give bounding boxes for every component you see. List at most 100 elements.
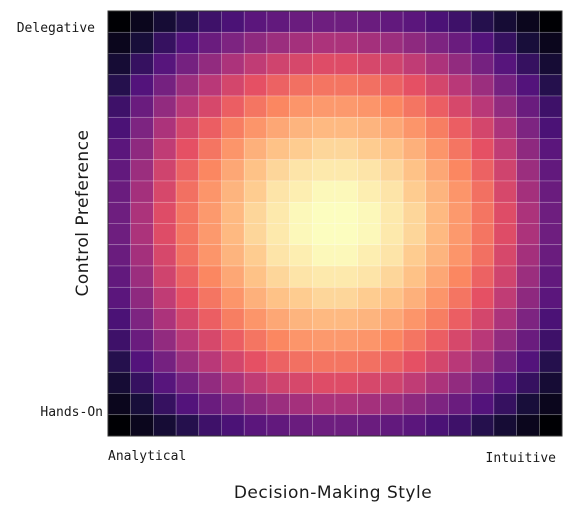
heatmap-cell-r2-c13 bbox=[402, 53, 427, 76]
heatmap-cell-r13-c5 bbox=[221, 286, 245, 309]
heatmap-cell-r12-c14 bbox=[425, 265, 449, 288]
heatmap-cell-r19-c16 bbox=[470, 414, 495, 437]
heatmap-cell-r1-c8 bbox=[289, 31, 313, 54]
heatmap-cell-r7-c10 bbox=[334, 159, 359, 182]
heatmap-cell-r12-c13 bbox=[402, 265, 427, 288]
plot-frame bbox=[107, 10, 563, 437]
heatmap-cell-r0-c12 bbox=[380, 10, 404, 33]
heatmap-cell-r19-c10 bbox=[334, 414, 359, 437]
heatmap-cell-r4-c12 bbox=[380, 95, 404, 118]
heatmap-cell-r16-c0 bbox=[107, 350, 132, 373]
heatmap-cell-r11-c10 bbox=[334, 244, 359, 267]
heatmap-cell-r8-c13 bbox=[402, 180, 427, 203]
heatmap-cell-r8-c15 bbox=[448, 180, 472, 203]
heatmap-cell-r13-c14 bbox=[425, 286, 449, 309]
heatmap-cell-r8-c7 bbox=[266, 180, 290, 203]
heatmap-cell-r3-c2 bbox=[153, 74, 177, 97]
heatmap-cell-r1-c14 bbox=[425, 31, 449, 54]
heatmap-cell-r14-c7 bbox=[266, 308, 290, 331]
heatmap-cell-r6-c14 bbox=[425, 138, 449, 161]
heatmap-cell-r1-c7 bbox=[266, 31, 290, 54]
heatmap-cell-r17-c14 bbox=[425, 371, 449, 394]
heatmap-cell-r13-c15 bbox=[448, 286, 472, 309]
heatmap-cell-r17-c16 bbox=[470, 371, 495, 394]
heatmap-cell-r14-c11 bbox=[357, 308, 381, 331]
heatmap-cell-r2-c5 bbox=[221, 53, 245, 76]
heatmap-cell-r4-c15 bbox=[448, 95, 472, 118]
heatmap-cell-r12-c11 bbox=[357, 265, 381, 288]
heatmap-cell-r10-c18 bbox=[516, 223, 540, 246]
heatmap-cell-r9-c2 bbox=[153, 201, 177, 224]
heatmap-cell-r18-c4 bbox=[198, 393, 222, 416]
heatmap-cell-r11-c16 bbox=[470, 244, 495, 267]
heatmap-cell-r0-c1 bbox=[130, 10, 154, 33]
heatmap-cell-r0-c13 bbox=[402, 10, 427, 33]
heatmap-cell-r7-c3 bbox=[175, 159, 200, 182]
heatmap-cell-r5-c11 bbox=[357, 116, 381, 139]
heatmap-cell-r17-c0 bbox=[107, 371, 132, 394]
heatmap-cell-r16-c6 bbox=[243, 350, 268, 373]
heatmap-cell-r11-c1 bbox=[130, 244, 154, 267]
heatmap-cell-r4-c8 bbox=[289, 95, 313, 118]
heatmap-cell-r14-c15 bbox=[448, 308, 472, 331]
heatmap-cell-r12-c1 bbox=[130, 265, 154, 288]
heatmap-cell-r18-c2 bbox=[153, 393, 177, 416]
heatmap-cell-r8-c4 bbox=[198, 180, 222, 203]
heatmap-cell-r4-c17 bbox=[493, 95, 517, 118]
heatmap-cell-r12-c9 bbox=[311, 265, 336, 288]
heatmap-cell-r12-c18 bbox=[516, 265, 540, 288]
heatmap-cell-r5-c7 bbox=[266, 116, 290, 139]
heatmap-cell-r13-c3 bbox=[175, 286, 200, 309]
heatmap-cell-r19-c14 bbox=[425, 414, 449, 437]
heatmap-cell-r5-c4 bbox=[198, 116, 222, 139]
heatmap-cell-r16-c19 bbox=[538, 350, 563, 373]
heatmap-cell-r13-c13 bbox=[402, 286, 427, 309]
heatmap-cell-r17-c13 bbox=[402, 371, 427, 394]
heatmap-cell-r19-c15 bbox=[448, 414, 472, 437]
heatmap-cell-r3-c4 bbox=[198, 74, 222, 97]
heatmap-cell-r9-c10 bbox=[334, 201, 359, 224]
y-axis-title: Control Preference bbox=[73, 130, 93, 297]
heatmap-cell-r14-c14 bbox=[425, 308, 449, 331]
heatmap-cell-r6-c8 bbox=[289, 138, 313, 161]
heatmap-cell-r0-c16 bbox=[470, 10, 495, 33]
heatmap-cell-r7-c1 bbox=[130, 159, 154, 182]
heatmap-cell-r7-c2 bbox=[153, 159, 177, 182]
heatmap-cell-r11-c9 bbox=[311, 244, 336, 267]
heatmap-cell-r6-c3 bbox=[175, 138, 200, 161]
heatmap-cell-r2-c14 bbox=[425, 53, 449, 76]
heatmap-cell-r6-c4 bbox=[198, 138, 222, 161]
heatmap-cell-r3-c11 bbox=[357, 74, 381, 97]
heatmap-cell-r5-c18 bbox=[516, 116, 540, 139]
heatmap-cell-r13-c10 bbox=[334, 286, 359, 309]
heatmap-cell-r0-c5 bbox=[221, 10, 245, 33]
heatmap-cell-r0-c7 bbox=[266, 10, 290, 33]
heatmap-cell-r10-c6 bbox=[243, 223, 268, 246]
heatmap-cell-r16-c3 bbox=[175, 350, 200, 373]
heatmap-cell-r6-c5 bbox=[221, 138, 245, 161]
heatmap-cell-r9-c11 bbox=[357, 201, 381, 224]
heatmap-cell-r14-c0 bbox=[107, 308, 132, 331]
heatmap-cell-r12-c8 bbox=[289, 265, 313, 288]
heatmap-cell-r3-c13 bbox=[402, 74, 427, 97]
heatmap-cell-r7-c14 bbox=[425, 159, 449, 182]
heatmap-cell-r11-c6 bbox=[243, 244, 268, 267]
heatmap-cell-r1-c5 bbox=[221, 31, 245, 54]
heatmap-cell-r5-c6 bbox=[243, 116, 268, 139]
heatmap-cell-r2-c2 bbox=[153, 53, 177, 76]
heatmap-cell-r8-c3 bbox=[175, 180, 200, 203]
heatmap-cell-r0-c8 bbox=[289, 10, 313, 33]
heatmap-cell-r10-c0 bbox=[107, 223, 132, 246]
heatmap-cell-r19-c17 bbox=[493, 414, 517, 437]
heatmap-cell-r9-c15 bbox=[448, 201, 472, 224]
heatmap-cell-r17-c9 bbox=[311, 371, 336, 394]
heatmap-cell-r17-c4 bbox=[198, 371, 222, 394]
heatmap-cell-r19-c0 bbox=[107, 414, 132, 437]
heatmap-cell-r6-c16 bbox=[470, 138, 495, 161]
heatmap-cell-r0-c3 bbox=[175, 10, 200, 33]
heatmap-cell-r0-c2 bbox=[153, 10, 177, 33]
heatmap-cell-r4-c16 bbox=[470, 95, 495, 118]
heatmap-cell-r17-c7 bbox=[266, 371, 290, 394]
heatmap-cell-r11-c12 bbox=[380, 244, 404, 267]
heatmap-cell-r5-c3 bbox=[175, 116, 200, 139]
